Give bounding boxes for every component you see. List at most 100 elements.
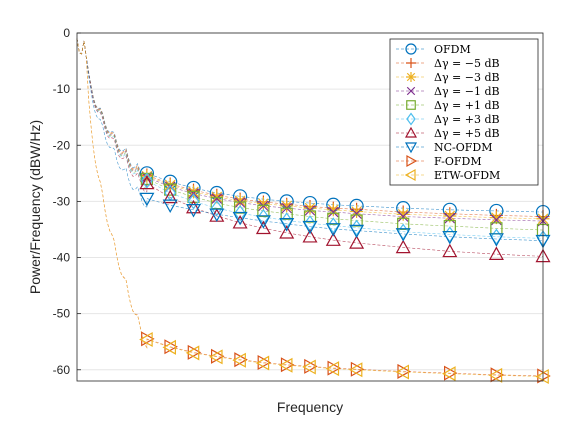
plot-area-frame [76,32,544,382]
marker [405,43,417,55]
marker [185,204,202,218]
marker [397,211,409,222]
marker [279,218,295,232]
series-markers [139,192,551,249]
marker [489,211,503,225]
marker [488,246,504,260]
marker [278,357,293,373]
marker [404,142,418,154]
marker [406,72,416,82]
y-axis-ticks: 0 -10 -20 -30 -40 -50 -60 [53,26,81,377]
legend-entry: OFDM [396,43,471,56]
marker [350,204,364,218]
series-markers [139,331,549,385]
marker [444,212,456,224]
marker [187,193,200,210]
marker [302,220,318,235]
marker [488,233,504,247]
marker [303,210,317,223]
marker [209,208,225,223]
marker [255,355,270,371]
legend-label: Δγ = −3 dB [434,71,500,84]
marker [535,368,549,385]
marker [397,217,410,230]
y-tick-label: 0 [63,26,70,40]
series-line [76,38,544,213]
marker [257,204,270,218]
marker [395,228,411,242]
marker [233,194,247,208]
marker [406,154,418,168]
legend-label: OFDM [434,43,471,56]
marker [187,190,200,204]
y-tick-label: -60 [53,363,71,377]
marker [255,215,271,229]
marker [211,193,223,204]
marker [443,209,457,223]
legend-entry: Δγ = −1 dB [396,85,500,98]
y-tick-label: -40 [53,251,71,265]
marker [233,201,247,214]
legend-entry: ETW-OFDM [396,168,500,182]
marker [325,232,341,246]
marker [396,207,410,221]
y-tick-label: -20 [53,138,71,152]
marker [325,361,340,377]
marker [302,359,316,375]
x-axis-label: Frequency [277,399,343,415]
marker [395,364,409,380]
y-tick-label: -10 [53,82,71,96]
marker [442,366,456,382]
marker [328,206,339,218]
marker [348,362,363,378]
marker [304,205,316,216]
marker [257,208,270,226]
marker [488,367,503,383]
marker [350,214,363,227]
marker [351,208,362,220]
series-line [76,38,544,241]
marker [349,235,365,249]
marker [406,58,416,68]
marker [185,345,200,361]
data-markers [139,166,551,385]
legend-entry: F-OFDM [396,154,482,168]
legend-entry: Δγ = +1 dB [396,99,500,112]
legend-label: ETW-OFDM [434,169,500,182]
marker [302,229,318,243]
marker [349,224,365,239]
marker [209,349,223,365]
marker [404,168,416,182]
legend-entry: Δγ = −3 dB [396,71,500,84]
marker [162,189,178,204]
marker [162,199,178,214]
marker [255,220,271,235]
marker [442,230,458,245]
marker [326,203,340,217]
series-line [76,38,544,257]
legend-entry: Δγ = +3 dB [396,112,500,126]
marker [162,339,176,355]
legend-entry: NC-OFDM [396,141,493,154]
legend-label: Δγ = −1 dB [434,85,500,98]
marker [280,199,294,213]
y-tick-label: -30 [53,194,71,208]
marker [404,126,418,138]
marker [139,192,155,207]
marker [232,211,248,226]
legend-label: F-OFDM [434,155,482,168]
marker [280,207,293,220]
marker [406,112,416,126]
series-markers [139,175,551,263]
marker [442,243,458,258]
marker [395,239,411,254]
legend-label: Δγ = +3 dB [434,113,500,126]
marker [210,199,223,217]
marker [139,175,155,190]
legend-entry: Δγ = −5 dB [396,57,500,70]
marker [303,201,317,215]
marker [164,183,177,196]
marker [210,190,224,204]
